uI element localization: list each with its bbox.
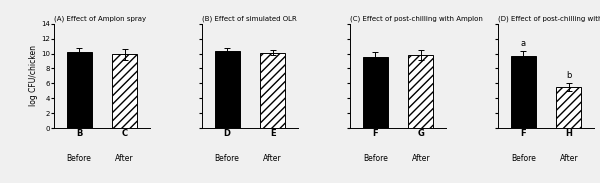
Text: (C) Effect of post-chilling with Amplon: (C) Effect of post-chilling with Amplon [350, 15, 483, 22]
Text: a: a [521, 39, 526, 48]
Text: (A) Effect of Amplon spray: (A) Effect of Amplon spray [54, 15, 146, 22]
Text: (B) Effect of simulated OLR: (B) Effect of simulated OLR [202, 15, 297, 22]
Text: (D) Effect of post-chilling with PAA: (D) Effect of post-chilling with PAA [499, 15, 600, 22]
Y-axis label: log CFU/chicken: log CFU/chicken [29, 45, 38, 107]
Bar [556, 87, 581, 128]
Bar [409, 55, 433, 128]
Bar [363, 57, 388, 128]
Text: After: After [263, 154, 282, 163]
Bar [511, 56, 536, 128]
Bar [112, 54, 137, 128]
Bar [215, 51, 239, 128]
Text: b: b [566, 71, 572, 80]
Text: Before: Before [363, 154, 388, 163]
Bar [260, 53, 285, 128]
Text: Before: Before [215, 154, 239, 163]
Text: After: After [412, 154, 430, 163]
Text: Before: Before [67, 154, 91, 163]
Text: After: After [115, 154, 134, 163]
Text: After: After [560, 154, 578, 163]
Bar [67, 52, 92, 128]
Text: Before: Before [511, 154, 536, 163]
